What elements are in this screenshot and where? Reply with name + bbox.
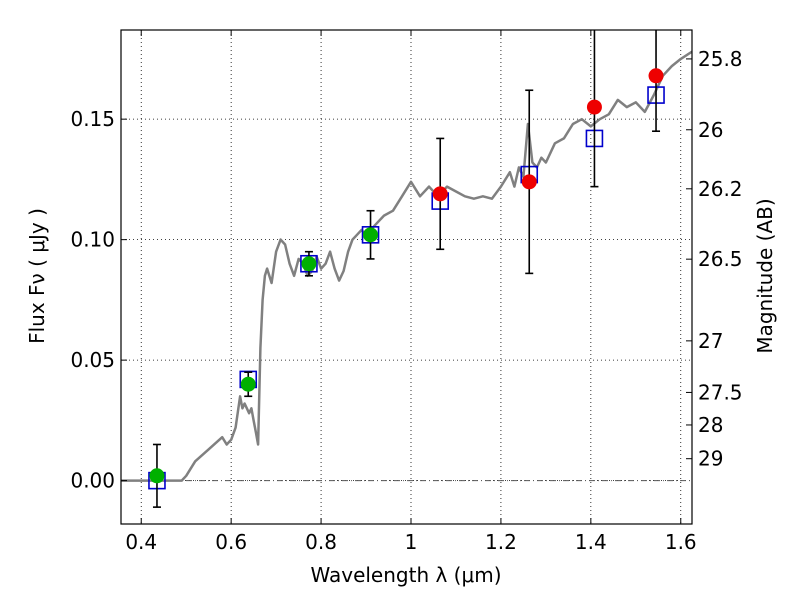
magnitude-tick-label: 28 — [698, 413, 723, 437]
detection-point — [240, 376, 256, 392]
x-tick-label: 0.6 — [215, 530, 247, 554]
upper-band-point — [521, 174, 537, 190]
x-tick-label: 1.4 — [575, 530, 607, 554]
magnitude-tick-label: 26 — [698, 118, 723, 142]
plot-frame — [120, 29, 693, 525]
upper-band-point — [432, 186, 448, 202]
magnitude-tick-label: 26.5 — [698, 247, 743, 271]
magnitude-tick-label: 26.2 — [698, 177, 743, 201]
upper-band-point — [648, 68, 664, 84]
magnitude-tick-label: 29 — [698, 447, 723, 471]
x-tick-label: 1.2 — [485, 530, 517, 554]
x-axis-title: Wavelength λ (μm) — [310, 563, 501, 587]
magnitude-tick-label: 25.8 — [698, 47, 743, 71]
x-tick-label: 1.6 — [665, 530, 697, 554]
y-tick-label: 0.10 — [70, 228, 115, 252]
detection-point — [363, 227, 379, 243]
y-tick-label: 0.05 — [70, 348, 115, 372]
detection-point — [149, 468, 165, 484]
y-tick-label: 0.00 — [70, 469, 115, 493]
magnitude-tick-label: 27.5 — [698, 380, 743, 404]
x-tick-label: 0.4 — [125, 530, 157, 554]
detection-point — [301, 256, 317, 272]
model-spectrum-line — [121, 50, 692, 482]
y-tick-label: 0.15 — [70, 107, 115, 131]
upper-band-point — [586, 99, 602, 115]
right-axis-title: Magnitude (AB) — [753, 198, 777, 353]
y-axis-title: Flux Fν ( μJy ) — [25, 208, 49, 344]
axes: 0.4 0.6 0.8 1 1.2 1.4 1.6 0.00 0.05 0.10 0.15 25.8 2… — [70, 29, 743, 554]
x-tick-label: 0.8 — [305, 530, 337, 554]
plot-area — [121, 30, 692, 524]
x-tick-label: 1 — [405, 530, 418, 554]
magnitude-tick-label: 27 — [698, 329, 723, 353]
